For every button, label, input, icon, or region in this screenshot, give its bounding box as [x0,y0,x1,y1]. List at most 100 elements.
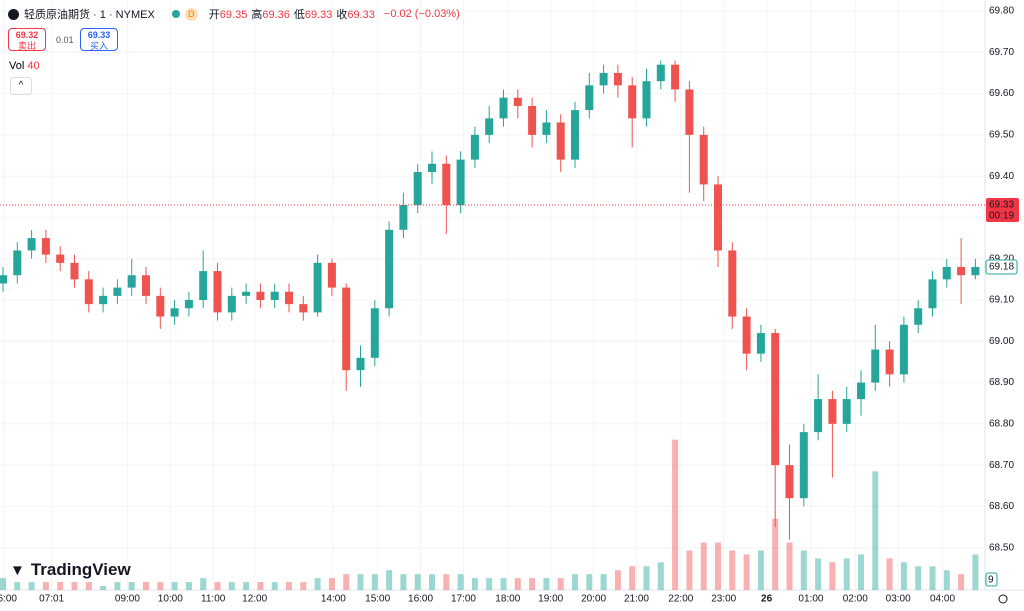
candle-body [628,85,637,119]
candle-body [399,205,408,230]
candle-body [571,110,579,160]
candle-body [785,465,794,499]
x-tick-label: 20:00 [581,594,606,605]
candle-body [957,266,966,276]
candle-body [613,72,622,86]
candle-body [199,271,208,300]
sell-button[interactable]: 69.32 卖出 [8,28,46,51]
volume-bar [157,582,164,590]
candle-body [871,349,880,383]
volume-bar [486,578,493,590]
y-tick-label: 69.80 [989,6,1014,17]
volume-bar [328,578,335,590]
brand-text: TradingView [30,560,131,579]
volume-bar [786,542,793,590]
brand-logo: ▼ [10,562,25,579]
candle-body [227,295,236,313]
candle-body [971,266,980,276]
x-tick-label: 21:00 [624,594,649,605]
buy-price: 69.33 [87,30,111,40]
symbol[interactable]: 轻质原油期货 · 1 · NYMEX [24,9,155,21]
volume-bar [772,518,779,590]
candle-body [499,97,508,119]
ohlc-value: 69.33 [304,9,333,21]
y-tick-label: 69.70 [989,47,1014,58]
volume-bar [514,578,521,590]
volume-bar [500,578,507,590]
volume-bar [715,542,721,590]
volume-bar [42,582,49,590]
volume-bar [243,582,250,590]
volume-bar [872,471,879,590]
candle-body [642,81,651,119]
volume-bar [228,582,235,590]
candle-body [699,134,708,185]
candle-body [714,184,722,251]
volume-bar [371,574,378,590]
volume-bar [829,562,836,590]
x-tick-label: 03:00 [886,594,911,605]
candle-body [170,308,179,317]
candle-body [885,349,894,375]
candle-body [685,89,694,135]
volume-bar [543,578,550,590]
volume-bar [357,574,364,590]
candle-body [184,300,193,309]
x-tick-label: 22:00 [668,594,693,605]
buy-label: 买入 [89,41,108,51]
buy-button[interactable]: 69.33 买入 [80,28,118,51]
volume-bar [657,562,664,590]
volume-bar [757,550,764,590]
candle-body [256,291,265,300]
ohlc: 开69.35 高69.36 低69.33 收69.33 [209,6,379,22]
x-tick-label: 16:00 [408,594,433,605]
ohlc-value: 69.33 [347,9,375,21]
candle-body [556,122,565,160]
volume-bar [843,558,850,590]
vol-label: Vol [9,60,25,72]
x-tick-label: 09:00 [115,594,140,605]
volume-bar [257,582,264,590]
candle-body [456,159,465,206]
candle-body [842,399,851,424]
candle-body [142,275,150,296]
candle-body [0,275,7,284]
candle-body [385,229,394,309]
candle-body [585,85,594,111]
volume-bar [586,574,593,590]
x-tick-label: 14:00 [321,594,346,605]
candle-body [771,333,780,466]
volume-bar [443,574,450,590]
candle-body [41,238,50,255]
price-axis-bg [985,0,1024,611]
candle-body [542,122,551,135]
volume-bar [958,574,965,590]
candle-body [513,97,522,106]
candle-body [313,262,322,313]
candle-body [742,316,751,354]
candle-body [899,324,908,375]
candle-body [342,287,351,371]
volume-bar [314,578,321,590]
volume-bar [557,578,564,590]
candle-body [485,118,494,135]
y-tick-label: 69.50 [989,129,1014,140]
y-tick-label: 69.40 [989,171,1014,182]
x-tick-label: 06:00 [0,594,17,605]
volume-bar [858,554,864,590]
y-tick-label: 69.00 [989,336,1014,347]
volume-bar [200,578,207,590]
spread: 0.01 [56,35,74,45]
settings-icon[interactable] [998,594,1008,604]
candle-body [914,308,923,325]
x-tick-label: 17:00 [451,594,476,605]
sell-label: 卖出 [17,41,36,51]
collapse-button[interactable]: ^ [10,77,32,95]
volume-bar [614,570,621,590]
close-marker-box [985,259,1018,275]
volume-bar [700,542,707,590]
brand: ▼ TradingView [10,560,131,580]
volume-bar [686,550,693,590]
